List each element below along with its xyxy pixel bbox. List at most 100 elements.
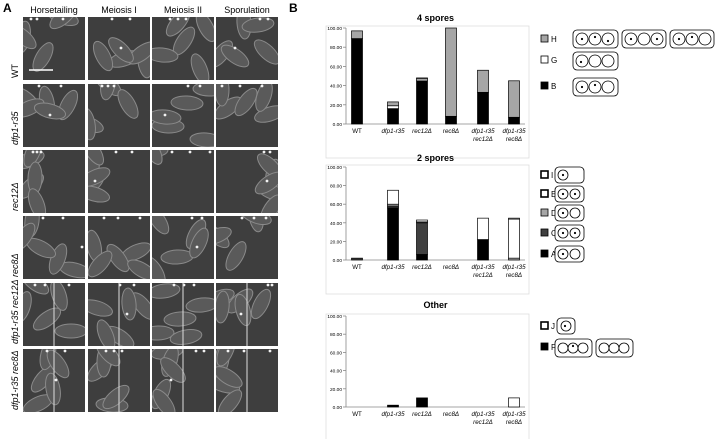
spore-nucleus	[580, 37, 584, 41]
y-tick-label: 60.00	[330, 350, 342, 356]
legend-swatch-D	[540, 208, 549, 217]
bar-segment-H	[445, 27, 457, 117]
x-tick-label: rec8Δ	[506, 272, 522, 279]
x-tick-label: dfp1-r35	[502, 128, 526, 135]
spore-nucleus	[593, 35, 597, 39]
spore-nucleus	[561, 211, 565, 215]
spore-nucleus	[579, 60, 583, 64]
legend-label-F: F	[551, 343, 556, 352]
x-tick-label: dfp1-r35	[502, 411, 526, 418]
bar-segment-C	[416, 222, 428, 255]
legend-label-H: H	[551, 35, 557, 44]
x-tick-label: dfp1-r35	[381, 264, 405, 271]
x-tick-label: rec8Δ	[506, 419, 522, 426]
chart-title: 2 spores	[417, 153, 454, 163]
bar-segment-J	[508, 397, 520, 408]
y-tick-label: 20.00	[330, 387, 342, 393]
x-tick-label: rec12Δ	[473, 136, 493, 143]
micrograph-tile	[23, 216, 85, 279]
spore-nucleus	[593, 83, 597, 87]
micrograph-tile	[152, 150, 214, 213]
spore-nucleus	[677, 37, 681, 41]
x-tick-label: WT	[352, 264, 362, 271]
legend-label-D: D	[551, 209, 557, 218]
legend-swatch-F	[540, 342, 549, 351]
x-tick-label: WT	[352, 128, 362, 135]
micrograph-tile	[88, 84, 150, 147]
y-tick-label: 0.00	[333, 405, 343, 411]
spore-nucleus	[561, 192, 565, 196]
bar-segment-H	[387, 101, 399, 107]
micrograph-tile	[88, 17, 150, 80]
bar-segment-E	[477, 217, 489, 240]
micrograph-tile	[152, 17, 214, 80]
bar-segment-E	[508, 218, 520, 259]
bar-segment-A	[387, 207, 399, 261]
x-tick-label: rec8Δ	[506, 136, 522, 143]
y-tick-label: 40.00	[330, 369, 342, 375]
x-tick-label: dfp1-r35	[502, 264, 526, 271]
bar-segment-I	[508, 217, 520, 220]
y-tick-label: 40.00	[330, 221, 342, 227]
micrograph-tile	[23, 283, 85, 346]
micrograph-tile	[88, 150, 150, 213]
bar-segment-H	[416, 77, 428, 80]
bar-segment-B	[416, 80, 428, 125]
chart-title: Other	[423, 300, 448, 310]
bar-segment-C	[351, 257, 363, 261]
column-header-0: Horsetailing	[30, 5, 78, 15]
spore-nucleus	[561, 173, 565, 177]
x-tick-label: rec8Δ	[443, 411, 459, 418]
y-tick-label: 60.00	[330, 202, 342, 208]
spore	[569, 248, 581, 260]
micrograph-tile	[88, 349, 150, 412]
x-tick-label: rec8Δ	[443, 128, 459, 135]
micrograph-tile	[152, 216, 214, 279]
legend-swatch-B	[540, 81, 549, 90]
micrograph-tile	[23, 349, 85, 412]
micrograph-tile	[152, 283, 214, 346]
x-tick-label: rec12Δ	[412, 128, 432, 135]
column-header-1: Meiosis I	[101, 5, 137, 15]
x-tick-label: dfp1-r35	[381, 128, 405, 135]
legend-label-J: J	[551, 322, 555, 331]
spore	[601, 54, 615, 68]
bar-segment-H	[351, 30, 363, 39]
micrograph-tile	[216, 349, 278, 412]
micrograph-tile	[23, 84, 85, 147]
spore	[698, 32, 712, 46]
y-tick-label: 60.00	[330, 64, 342, 70]
y-tick-label: 80.00	[330, 332, 342, 338]
spore	[567, 342, 579, 354]
x-tick-label: rec12Δ	[473, 419, 493, 426]
legend-swatch-C	[540, 228, 549, 237]
bar-segment-F	[416, 397, 428, 408]
x-tick-label: rec8Δ	[443, 264, 459, 271]
y-tick-label: 40.00	[330, 84, 342, 90]
spore	[618, 342, 630, 354]
legend-swatch-H	[540, 34, 549, 43]
chart-frame	[325, 164, 530, 295]
bar-segment-B	[508, 116, 520, 125]
x-tick-label: rec12Δ	[473, 272, 493, 279]
spore-nucleus	[561, 231, 565, 235]
spore	[637, 32, 651, 46]
bar-segment-A	[477, 239, 489, 261]
spore	[601, 80, 615, 94]
spore-nucleus	[573, 192, 577, 196]
micrograph-tile	[23, 150, 85, 213]
spore-nucleus	[655, 37, 659, 41]
micrograph-tile	[88, 216, 150, 279]
y-tick-label: 80.00	[330, 45, 342, 51]
chart-frame	[325, 25, 530, 159]
legend-label-B: B	[551, 82, 556, 91]
micrograph-tile	[216, 216, 278, 279]
spore-nucleus	[690, 35, 694, 39]
bar-segment-B	[445, 115, 457, 125]
micrograph-tile	[216, 150, 278, 213]
y-tick-label: 100.00	[327, 314, 342, 320]
spore-nucleus	[573, 231, 577, 235]
chart-frame	[325, 313, 530, 439]
panel-a-letter: A	[3, 1, 12, 15]
micrograph-tile	[88, 283, 150, 346]
